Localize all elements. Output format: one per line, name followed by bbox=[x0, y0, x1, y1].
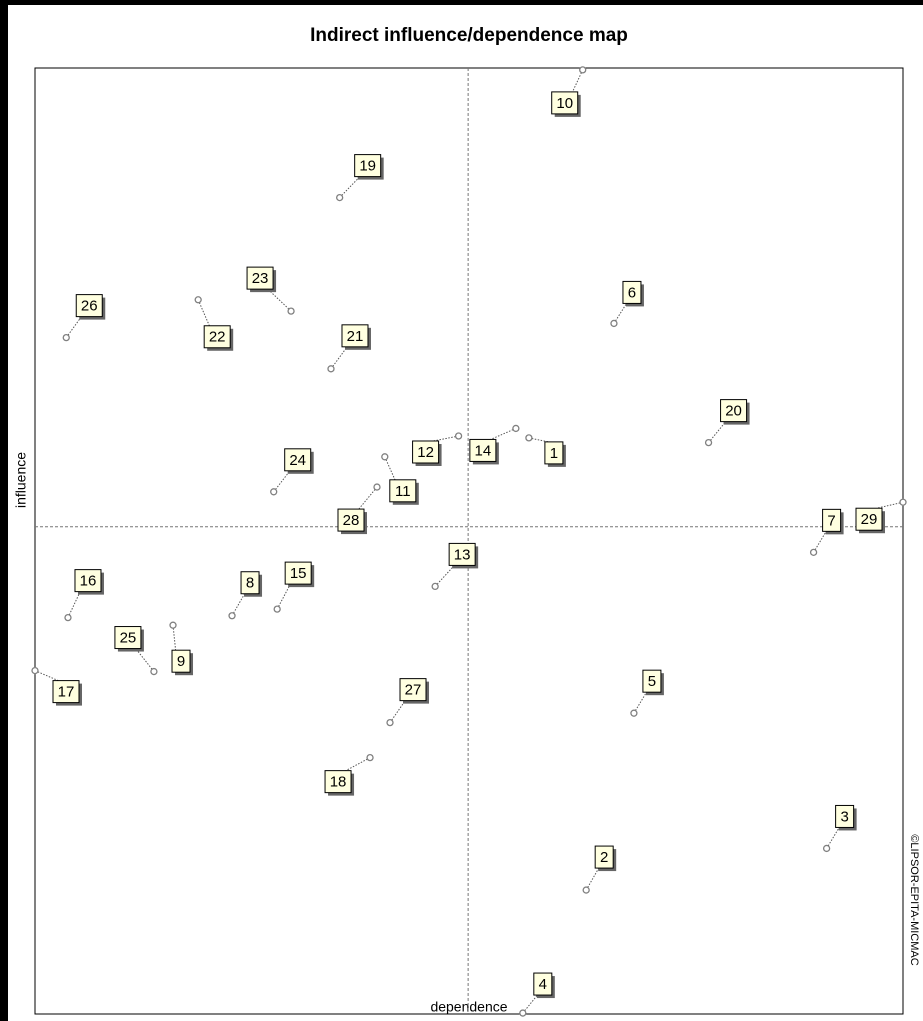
point bbox=[456, 433, 462, 439]
point bbox=[432, 583, 438, 589]
background bbox=[0, 0, 923, 1021]
point-label: 6 bbox=[628, 284, 636, 301]
point-label: 29 bbox=[861, 511, 878, 528]
point-label: 9 bbox=[177, 653, 185, 670]
point bbox=[520, 1010, 526, 1016]
point-label: 19 bbox=[359, 158, 376, 175]
point bbox=[63, 335, 69, 341]
point bbox=[271, 489, 277, 495]
point-label: 17 bbox=[58, 684, 75, 701]
chart-title: Indirect influence/dependence map bbox=[310, 25, 628, 46]
point bbox=[195, 297, 201, 303]
point bbox=[900, 499, 906, 505]
point-label: 7 bbox=[827, 512, 835, 529]
point-label: 16 bbox=[80, 573, 97, 590]
point bbox=[274, 606, 280, 612]
point-label: 10 bbox=[556, 95, 573, 112]
point-label: 4 bbox=[539, 976, 547, 993]
x-axis-label: dependence bbox=[430, 999, 507, 1015]
point-label: 8 bbox=[246, 575, 254, 592]
point bbox=[583, 887, 589, 893]
point bbox=[229, 613, 235, 619]
point-label: 5 bbox=[648, 673, 656, 690]
point-label: 13 bbox=[454, 546, 471, 563]
frame-left bbox=[0, 0, 8, 1021]
point-label: 14 bbox=[475, 442, 492, 459]
point bbox=[824, 845, 830, 851]
point bbox=[337, 195, 343, 201]
point-label: 25 bbox=[120, 630, 137, 647]
point bbox=[580, 67, 586, 73]
credit: ©LIPSOR-EPITA-MICMAC bbox=[908, 834, 920, 965]
point bbox=[170, 622, 176, 628]
point bbox=[288, 308, 294, 314]
point bbox=[65, 615, 71, 621]
point bbox=[328, 366, 334, 372]
point-label: 15 bbox=[290, 565, 307, 582]
point-label: 26 bbox=[81, 298, 98, 315]
point-label: 3 bbox=[840, 808, 848, 825]
point bbox=[32, 668, 38, 674]
point-label: 27 bbox=[405, 682, 422, 699]
point bbox=[811, 549, 817, 555]
point-label: 23 bbox=[252, 270, 269, 287]
point-label: 21 bbox=[347, 328, 364, 345]
point-label: 2 bbox=[600, 849, 608, 866]
point bbox=[611, 320, 617, 326]
point bbox=[513, 425, 519, 431]
point-label: 22 bbox=[209, 329, 226, 346]
point bbox=[382, 454, 388, 460]
point-label: 28 bbox=[343, 512, 360, 529]
frame-top bbox=[0, 0, 923, 5]
point-label: 20 bbox=[725, 403, 742, 420]
point bbox=[151, 669, 157, 675]
point bbox=[526, 435, 532, 441]
y-axis-label: influence bbox=[13, 452, 29, 508]
chart: Indirect influence/dependence map depend… bbox=[0, 0, 923, 1021]
point bbox=[631, 710, 637, 716]
point-label: 24 bbox=[289, 452, 306, 469]
point-label: 12 bbox=[417, 444, 434, 461]
point bbox=[374, 484, 380, 490]
point-label: 11 bbox=[395, 483, 411, 500]
point bbox=[367, 755, 373, 761]
point-label: 18 bbox=[330, 774, 347, 791]
point-label: 1 bbox=[550, 445, 558, 462]
point bbox=[706, 440, 712, 446]
point bbox=[387, 720, 393, 726]
